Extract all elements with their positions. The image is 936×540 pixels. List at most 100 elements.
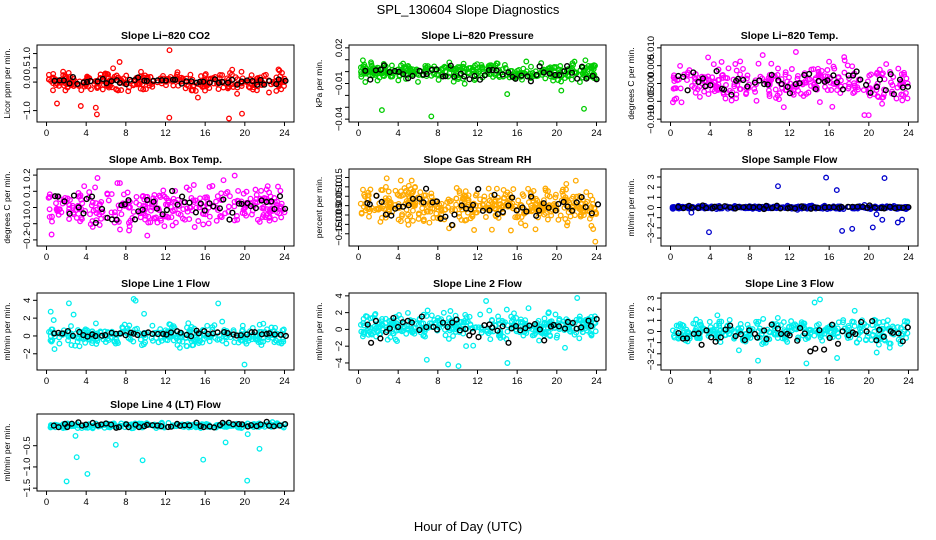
y-tick-label: −2 xyxy=(646,348,657,359)
data-point xyxy=(774,314,781,321)
data-point xyxy=(880,94,887,101)
data-point xyxy=(542,75,549,82)
hourly-point xyxy=(540,69,547,76)
hourly-point xyxy=(51,193,59,200)
data-point xyxy=(118,211,125,218)
x-tick-label: 12 xyxy=(784,128,795,139)
data-point xyxy=(879,216,886,223)
data-point xyxy=(487,336,494,343)
panel-title: Slope Line 4 (LT) Flow xyxy=(110,399,221,411)
data-point xyxy=(488,192,495,199)
hourly-point xyxy=(125,424,132,431)
data-points xyxy=(669,49,912,119)
data-point xyxy=(92,320,99,327)
hourly-point xyxy=(890,91,898,98)
data-points xyxy=(45,172,289,239)
data-point xyxy=(260,205,267,212)
hourly-point xyxy=(536,63,543,70)
hourly-point xyxy=(741,337,748,344)
hourly-point xyxy=(221,329,228,336)
data-point xyxy=(243,188,250,195)
x-tick-label: 12 xyxy=(784,376,795,387)
hourly-point xyxy=(257,76,264,84)
data-point xyxy=(54,77,61,84)
data-point xyxy=(142,205,149,212)
data-point xyxy=(426,320,433,327)
hourly-point xyxy=(168,423,175,430)
hourly-point xyxy=(573,199,580,206)
data-point xyxy=(855,86,862,93)
hourly-point xyxy=(229,76,236,83)
data-point xyxy=(172,219,179,226)
hourly-point xyxy=(447,62,454,69)
data-point xyxy=(360,186,366,193)
hourly-point xyxy=(98,332,106,339)
data-point xyxy=(140,341,147,348)
data-point xyxy=(569,60,576,67)
x-tick-label: 24 xyxy=(279,252,290,263)
x-tick-label: 4 xyxy=(396,252,401,263)
panel-title: Slope Line 1 Flow xyxy=(121,278,211,290)
data-point xyxy=(488,198,495,205)
data-point xyxy=(463,216,470,223)
x-tick-label: 20 xyxy=(240,497,251,508)
x-tick-label: 20 xyxy=(552,376,563,387)
data-point xyxy=(262,214,269,221)
panel-title: Slope Li−820 Pressure xyxy=(421,30,534,42)
hourly-point xyxy=(905,204,912,211)
data-point xyxy=(405,221,412,228)
data-point xyxy=(412,196,419,203)
data-point xyxy=(901,71,908,78)
data-point xyxy=(568,76,575,83)
data-point xyxy=(482,214,489,220)
data-point xyxy=(136,201,143,208)
data-point xyxy=(148,207,154,214)
data-point xyxy=(68,323,74,330)
data-point xyxy=(772,86,779,93)
hourly-point xyxy=(420,71,427,78)
data-point xyxy=(556,66,562,73)
data-point xyxy=(92,104,99,111)
data-point xyxy=(714,312,721,319)
hourly-point xyxy=(768,71,775,79)
data-point xyxy=(395,77,402,84)
data-point xyxy=(471,227,478,233)
data-point xyxy=(48,231,55,238)
hourly-point xyxy=(684,87,691,94)
hourly-point xyxy=(470,201,477,209)
hourly-point xyxy=(193,419,200,426)
y-axis-label: ml/min per min. xyxy=(2,423,12,481)
y-tick-label: −0.1 xyxy=(22,214,33,233)
x-tick-label: 24 xyxy=(903,128,914,139)
data-point xyxy=(501,61,508,68)
hourly-point xyxy=(527,78,535,85)
data-point xyxy=(460,319,467,326)
hourly-point xyxy=(550,321,557,329)
data-point xyxy=(404,309,411,316)
data-point xyxy=(147,219,154,226)
data-point xyxy=(234,90,241,97)
hourly-point xyxy=(88,193,96,200)
data-point xyxy=(904,318,911,325)
hourly-point xyxy=(239,421,246,428)
data-point xyxy=(378,107,385,114)
data-point xyxy=(218,190,225,197)
data-points xyxy=(357,295,600,370)
data-point xyxy=(802,77,809,84)
data-point xyxy=(399,213,405,219)
data-point xyxy=(188,87,195,94)
y-axis-label: ml/min per min. xyxy=(626,302,636,360)
hourly-point xyxy=(688,204,695,211)
data-point xyxy=(200,456,207,463)
data-point xyxy=(705,76,712,83)
hourly-point xyxy=(150,198,157,205)
data-point xyxy=(718,58,725,65)
hourly-point xyxy=(876,76,884,83)
y-tick-label: 0.005 xyxy=(646,54,657,78)
hourly-point xyxy=(561,325,569,332)
data-point xyxy=(450,333,456,339)
hourly-point xyxy=(588,210,596,217)
hourly-point xyxy=(433,326,441,333)
hourly-point xyxy=(160,330,167,338)
